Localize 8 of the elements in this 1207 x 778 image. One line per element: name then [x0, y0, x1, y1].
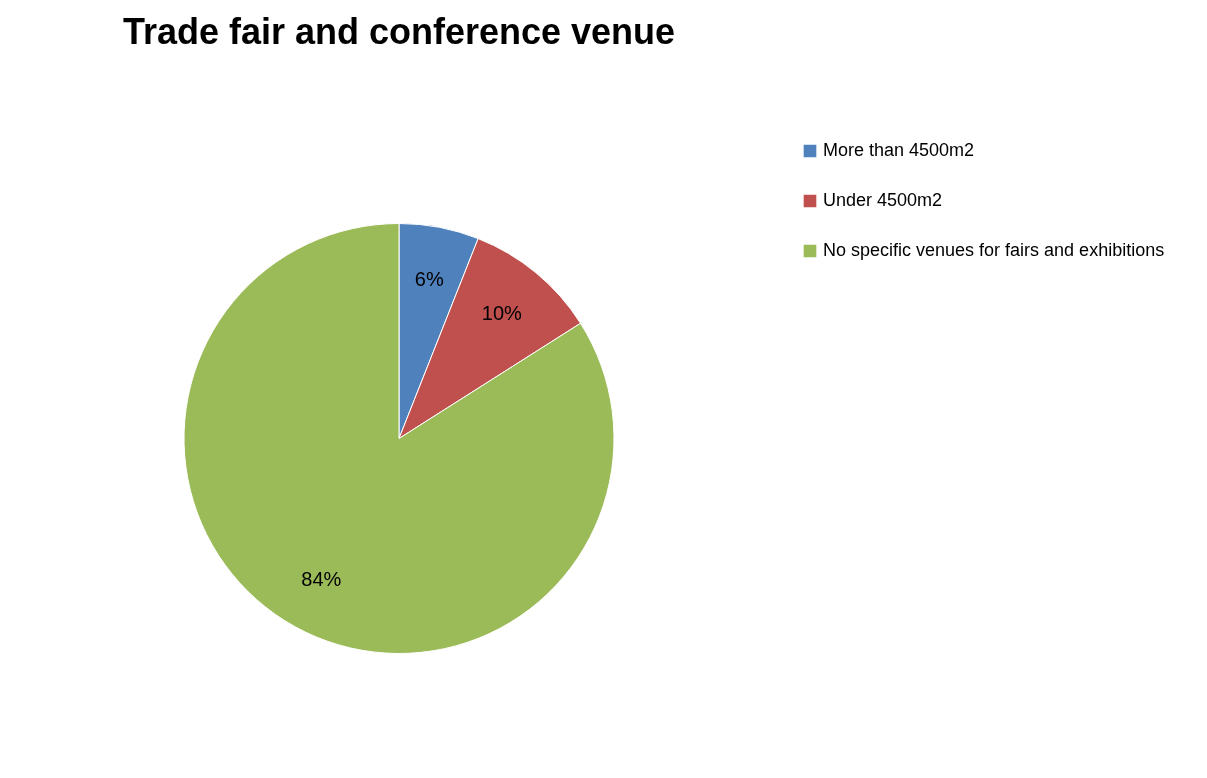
data-label: 10% — [481, 302, 523, 325]
chart-title: Trade fair and conference venue — [122, 11, 676, 52]
legend-label: Under 4500m2 — [823, 190, 943, 210]
data-label: 6% — [414, 268, 444, 291]
data-label: 84% — [301, 567, 342, 590]
legend-label: No specific venues for fairs and exhibitions — [823, 240, 1165, 260]
pie-slice — [183, 223, 615, 654]
legend-label: More than 4500m2 — [823, 140, 975, 160]
